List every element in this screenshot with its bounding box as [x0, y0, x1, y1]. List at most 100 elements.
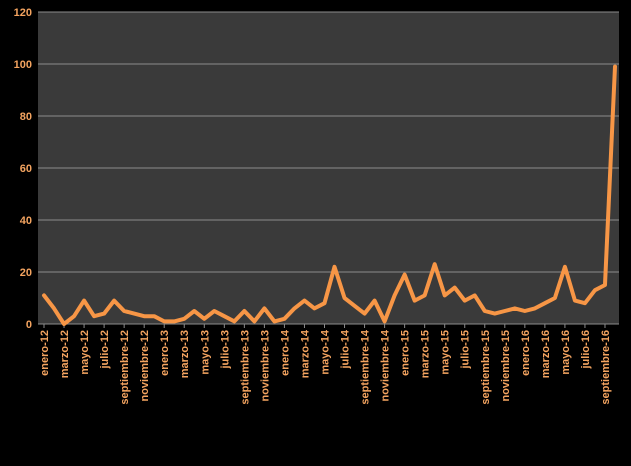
y-tick-label: 80	[20, 111, 32, 123]
y-tick-label: 60	[20, 163, 32, 175]
x-tick-label: marzo-12	[59, 330, 71, 378]
x-tick-label: enero-12	[39, 330, 51, 376]
x-tick-label: septiembre-12	[119, 330, 131, 405]
data-point	[504, 310, 506, 312]
data-point	[183, 318, 185, 320]
x-tick-label: marzo-14	[299, 329, 311, 378]
data-point	[424, 294, 426, 296]
x-tick-label: septiembre-13	[239, 330, 251, 405]
data-point	[494, 313, 496, 315]
data-point	[273, 320, 275, 322]
x-tick-label: enero-16	[520, 330, 532, 376]
data-point	[143, 315, 145, 317]
y-tick-label: 40	[20, 215, 32, 227]
x-tick-label: marzo-16	[540, 330, 552, 378]
data-point	[544, 302, 546, 304]
data-point	[554, 297, 556, 299]
x-tick-label: noviembre-15	[500, 330, 512, 402]
data-point	[293, 307, 295, 309]
data-point	[173, 320, 175, 322]
y-tick-label: 0	[26, 319, 32, 331]
data-point	[163, 320, 165, 322]
data-point	[233, 320, 235, 322]
x-tick-label: marzo-13	[179, 330, 191, 378]
data-points	[43, 66, 616, 325]
data-point	[153, 315, 155, 317]
data-point	[53, 307, 55, 309]
x-tick-label: mayo-14	[319, 329, 331, 375]
data-point	[474, 294, 476, 296]
x-tick-label: noviembre-14	[380, 329, 392, 401]
data-point	[193, 310, 195, 312]
data-point	[564, 266, 566, 268]
x-axis: enero-12 marzo-12 mayo-12 julio-12 septiembr…	[39, 324, 612, 405]
y-axis: 0 20 40 60 80 100 120	[14, 7, 32, 331]
data-point	[464, 300, 466, 302]
data-point	[123, 310, 125, 312]
x-tick-label: mayo-13	[199, 330, 211, 375]
data-point	[384, 320, 386, 322]
data-point	[444, 294, 446, 296]
x-tick-label: enero-13	[159, 330, 171, 376]
x-tick-label: mayo-16	[560, 330, 572, 375]
data-point	[203, 318, 205, 320]
data-point	[574, 300, 576, 302]
x-tick-label: mayo-12	[79, 330, 91, 375]
x-tick-label: septiembre-16	[600, 330, 612, 405]
data-point	[43, 294, 45, 296]
x-tick-label: julio-12	[99, 330, 111, 370]
data-point	[344, 297, 346, 299]
series-line	[42, 64, 617, 326]
x-tick-label: septiembre-14	[360, 329, 372, 404]
data-point	[113, 300, 115, 302]
data-point	[133, 313, 135, 315]
data-point	[374, 300, 376, 302]
gridlines	[38, 11, 619, 325]
data-point	[364, 313, 366, 315]
x-tick-label: julio-14	[340, 329, 352, 369]
data-point	[303, 300, 305, 302]
data-point	[484, 310, 486, 312]
x-tick-label: julio-16	[580, 330, 592, 370]
data-point	[334, 266, 336, 268]
y-tick-label: 20	[20, 267, 32, 279]
data-point	[584, 302, 586, 304]
data-point	[514, 307, 516, 309]
data-point	[614, 66, 616, 68]
data-point	[283, 318, 285, 320]
x-tick-label: julio-13	[219, 330, 231, 370]
y-tick-label: 120	[14, 7, 32, 19]
x-tick-label: septiembre-15	[480, 330, 492, 405]
data-point	[93, 315, 95, 317]
data-point	[404, 274, 406, 276]
data-point	[213, 310, 215, 312]
x-tick-label: mayo-15	[440, 330, 452, 375]
data-point	[103, 313, 105, 315]
x-tick-label: enero-15	[400, 330, 412, 376]
data-point	[534, 307, 536, 309]
data-point	[394, 294, 396, 296]
data-point	[313, 307, 315, 309]
x-tick-label: enero-14	[279, 329, 291, 376]
data-point	[594, 289, 596, 291]
x-tick-label: marzo-15	[420, 330, 432, 378]
x-tick-label: noviembre-13	[259, 330, 271, 402]
y-tick-label: 100	[14, 59, 32, 71]
data-point	[524, 310, 526, 312]
data-point	[434, 263, 436, 265]
data-point	[83, 300, 85, 302]
data-point	[323, 302, 325, 304]
data-point	[604, 284, 606, 286]
data-point	[454, 287, 456, 289]
x-tick-label: julio-15	[460, 330, 472, 370]
data-point	[73, 315, 75, 317]
data-point	[63, 323, 65, 325]
data-point	[243, 310, 245, 312]
data-point	[263, 307, 265, 309]
data-point	[223, 315, 225, 317]
data-point	[253, 320, 255, 322]
data-point	[354, 305, 356, 307]
x-tick-label: noviembre-12	[139, 330, 151, 402]
data-point	[414, 300, 416, 302]
